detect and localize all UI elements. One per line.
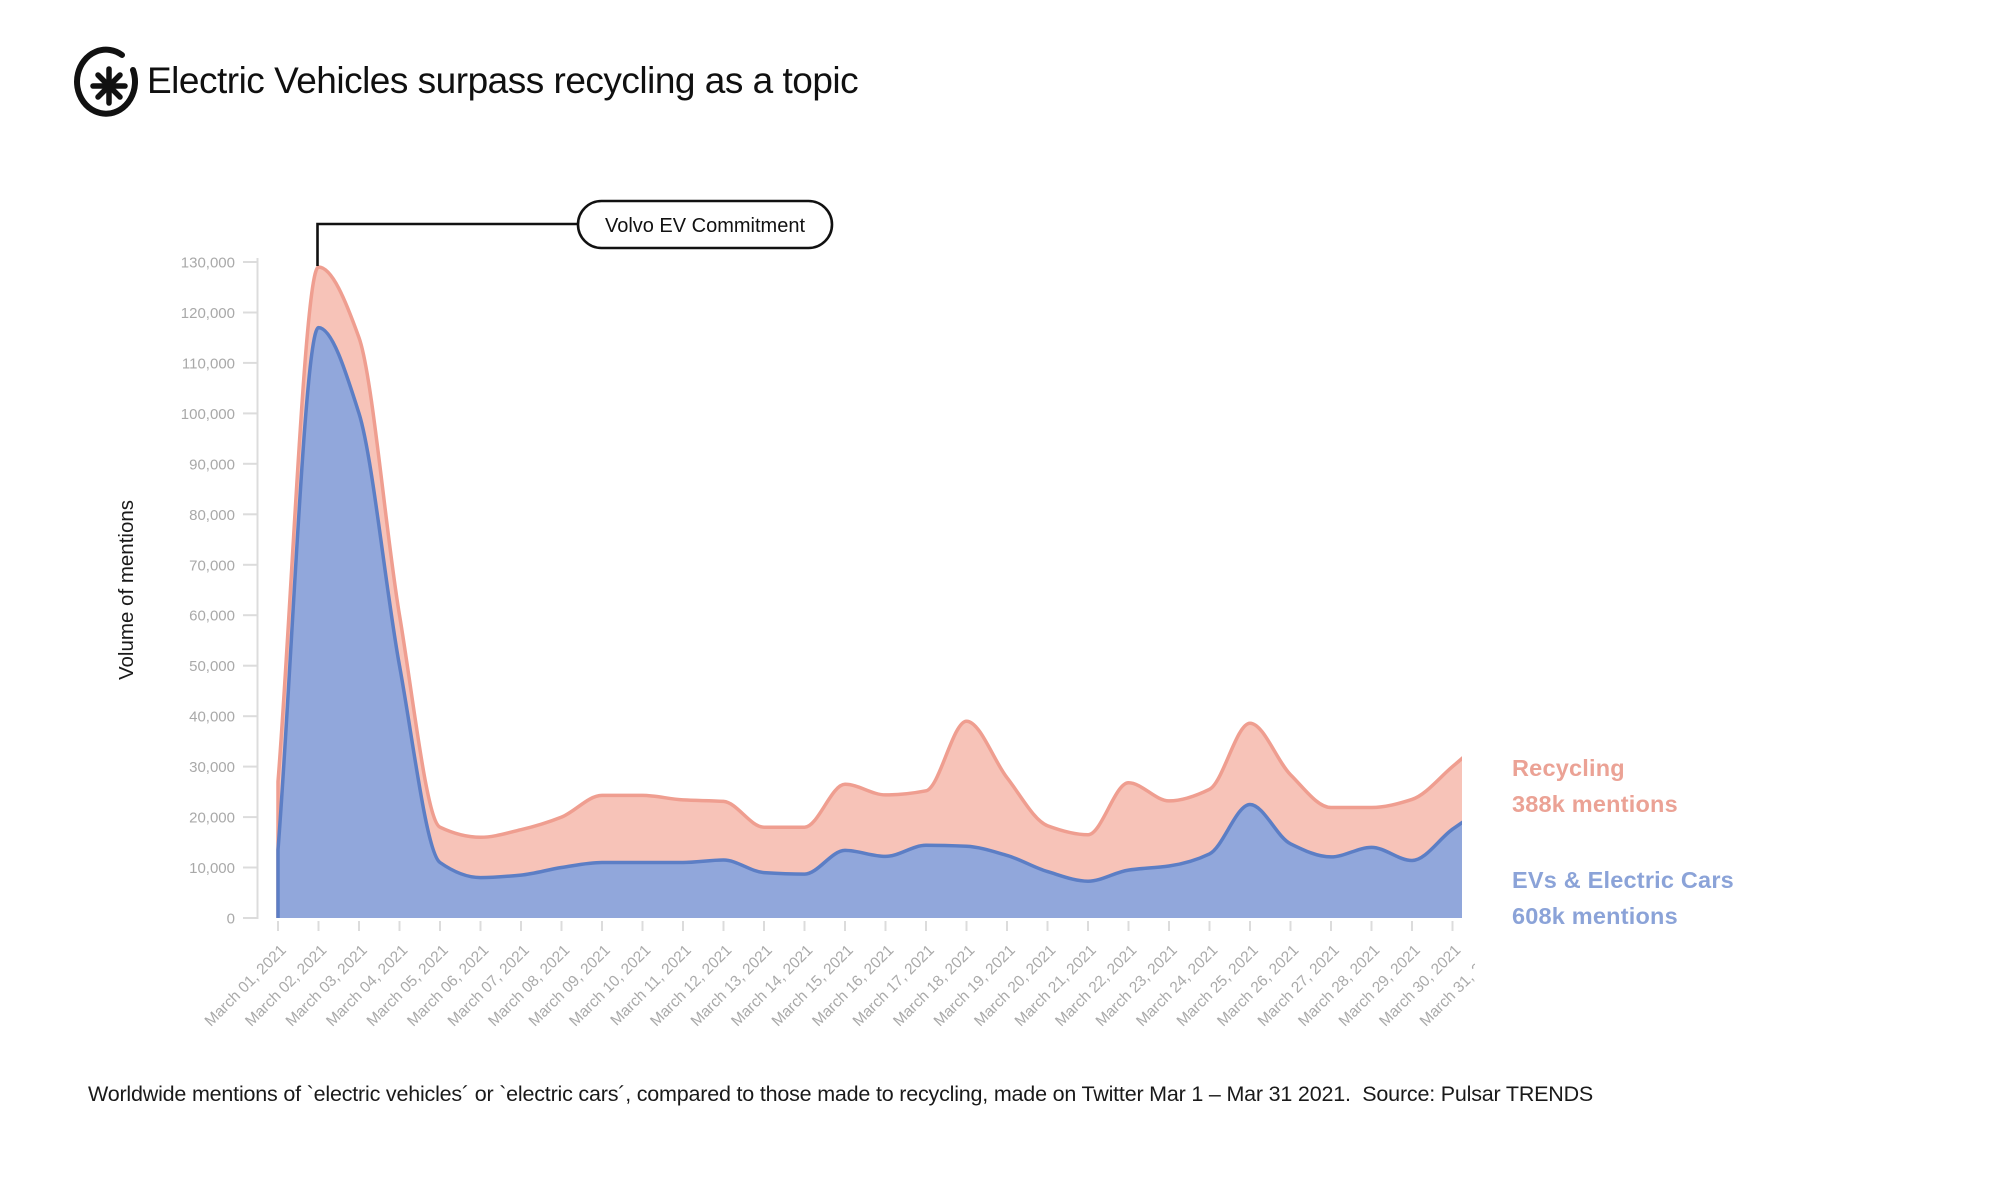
chart-legend: Recycling 388k mentions EVs & Electric C… [1512, 750, 1952, 934]
y-tick-label: 40,000 [189, 709, 235, 726]
chart-caption: Worldwide mentions of `electric vehicles… [88, 1082, 1593, 1107]
legend-evs-mentions: 608k mentions [1512, 898, 1952, 934]
page-title: Electric Vehicles surpass recycling as a… [147, 60, 858, 102]
y-tick-label: 120,000 [181, 305, 235, 322]
y-tick-label: 0 [227, 911, 235, 928]
y-tick-label: 130,000 [181, 255, 235, 272]
x-axis-labels: March 01, 2021March 02, 2021March 03, 20… [202, 942, 1505, 1030]
page-root: { "header": { "title": "Electric Vehicle… [0, 0, 2000, 1203]
y-tick-label: 50,000 [189, 658, 235, 675]
volume-area-chart: 0 10,000 20,000 30,000 40,000 50,000 60,000 70,… [0, 140, 2000, 1200]
y-tick-label: 70,000 [189, 557, 235, 574]
annotation-callout-label: Volvo EV Commitment [605, 215, 806, 237]
y-tick-label: 30,000 [189, 759, 235, 776]
legend-evs-label: EVs & Electric Cars [1512, 862, 1952, 898]
y-axis-title: Volume of mentions [115, 500, 138, 680]
legend-recycling: Recycling 388k mentions [1512, 750, 1952, 822]
legend-evs: EVs & Electric Cars 608k mentions [1512, 862, 1952, 934]
y-tick-label: 20,000 [189, 810, 235, 827]
annotation-connector-line [318, 224, 579, 266]
series-recycling-area [278, 267, 1493, 918]
y-tick-label: 80,000 [189, 507, 235, 524]
y-tick-label: 90,000 [189, 456, 235, 473]
y-tick-label: 60,000 [189, 608, 235, 625]
y-axis-ticks: 0 10,000 20,000 30,000 40,000 50,000 60,000 70,… [181, 255, 257, 928]
y-tick-label: 100,000 [181, 406, 235, 423]
y-tick-label: 10,000 [189, 860, 235, 877]
y-tick-label: 110,000 [182, 355, 235, 372]
legend-recycling-label: Recycling [1512, 750, 1952, 786]
pulsar-logo-icon [72, 44, 148, 124]
legend-recycling-mentions: 388k mentions [1512, 786, 1952, 822]
x-axis-ticks [278, 921, 1453, 931]
